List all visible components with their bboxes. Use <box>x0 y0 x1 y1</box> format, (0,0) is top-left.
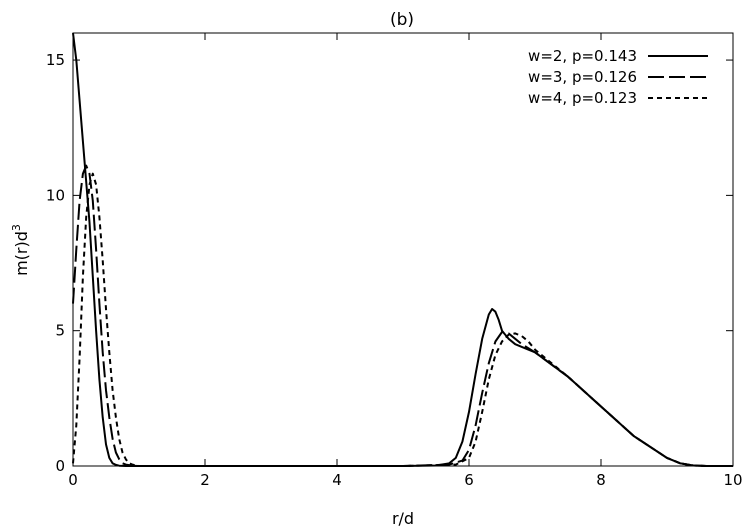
y-axis-label-base: m(r)d <box>12 231 31 276</box>
legend: w=2, p=0.143 w=3, p=0.126 w=4, p=0.123 <box>528 47 708 107</box>
y-tick-label-1: 5 <box>55 322 65 340</box>
x-tick-label-0: 0 <box>68 471 78 489</box>
y-tick-label-2: 10 <box>46 186 65 204</box>
chart-title: (b) <box>390 10 414 30</box>
series-line-2 <box>72 164 733 467</box>
x-tick-label-2: 4 <box>332 471 342 489</box>
y-axis-label-superscript: 3 <box>10 224 23 231</box>
x-tick-label-3: 6 <box>464 471 474 489</box>
x-tick-label-5: 10 <box>723 471 742 489</box>
y-tick-label-0: 0 <box>55 457 65 475</box>
x-tick-label-1: 2 <box>200 471 210 489</box>
y-axis-label: m(r)d3 <box>10 224 31 276</box>
legend-label-1: w=2, p=0.143 <box>528 47 637 65</box>
series-line-3 <box>72 172 733 467</box>
x-tick-label-4: 8 <box>596 471 606 489</box>
y-axis: 0 5 10 15 <box>46 51 733 475</box>
plot-frame <box>72 32 734 467</box>
x-axis-label: r/d <box>392 509 414 528</box>
legend-label-3: w=4, p=0.123 <box>528 89 637 107</box>
x-axis: 0 2 4 6 8 10 <box>68 33 743 489</box>
y-tick-label-3: 15 <box>46 51 65 69</box>
legend-label-2: w=3, p=0.126 <box>528 68 637 86</box>
series-line-1 <box>72 32 733 467</box>
